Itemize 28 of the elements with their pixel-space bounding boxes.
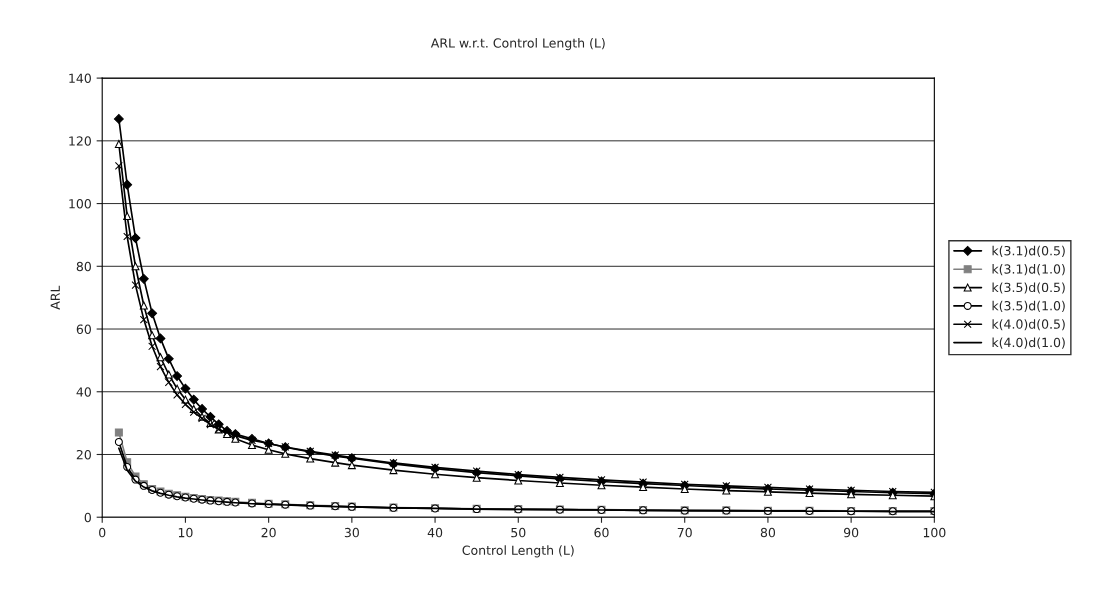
y-tick-label: 40 bbox=[76, 387, 91, 397]
legend-label: k(3.5)d(1.0) bbox=[992, 300, 1065, 312]
chart-title: ARL w.r.t. Control Length (L) bbox=[430, 38, 605, 51]
y-tick-label: 60 bbox=[76, 324, 91, 334]
x-tick-label: 90 bbox=[843, 527, 859, 538]
legend-label: k(3.1)d(1.0) bbox=[992, 264, 1065, 276]
x-tick-label: 0 bbox=[99, 527, 106, 538]
y-tick-label: 100 bbox=[69, 199, 91, 209]
y-tick-label: 140 bbox=[69, 73, 91, 84]
x-tick-label: 60 bbox=[594, 527, 609, 538]
y-tick-label: 20 bbox=[76, 449, 91, 460]
y-axis-title: ARL bbox=[50, 285, 60, 310]
x-tick-label: 10 bbox=[178, 527, 193, 538]
y-tick-label: 0 bbox=[84, 512, 91, 523]
x-tick-label: 40 bbox=[427, 527, 443, 538]
legend-label: k(3.1)d(0.5) bbox=[992, 245, 1065, 257]
legend-label: k(4.0)d(1.0) bbox=[992, 337, 1065, 349]
x-tick-label: 70 bbox=[677, 527, 692, 538]
x-tick-label: 20 bbox=[261, 527, 276, 538]
x-tick-label: 80 bbox=[760, 527, 776, 538]
y-tick-label: 80 bbox=[76, 261, 91, 272]
y-tick-label: 120 bbox=[69, 136, 91, 146]
x-axis-title: Control Length (L) bbox=[462, 545, 574, 558]
x-tick-label: 50 bbox=[511, 527, 526, 538]
legend-label: k(4.0)d(0.5) bbox=[992, 319, 1065, 331]
x-tick-label: 100 bbox=[923, 527, 946, 538]
legend-label: k(3.5)d(0.5) bbox=[992, 282, 1065, 294]
x-tick-label: 30 bbox=[344, 527, 359, 538]
